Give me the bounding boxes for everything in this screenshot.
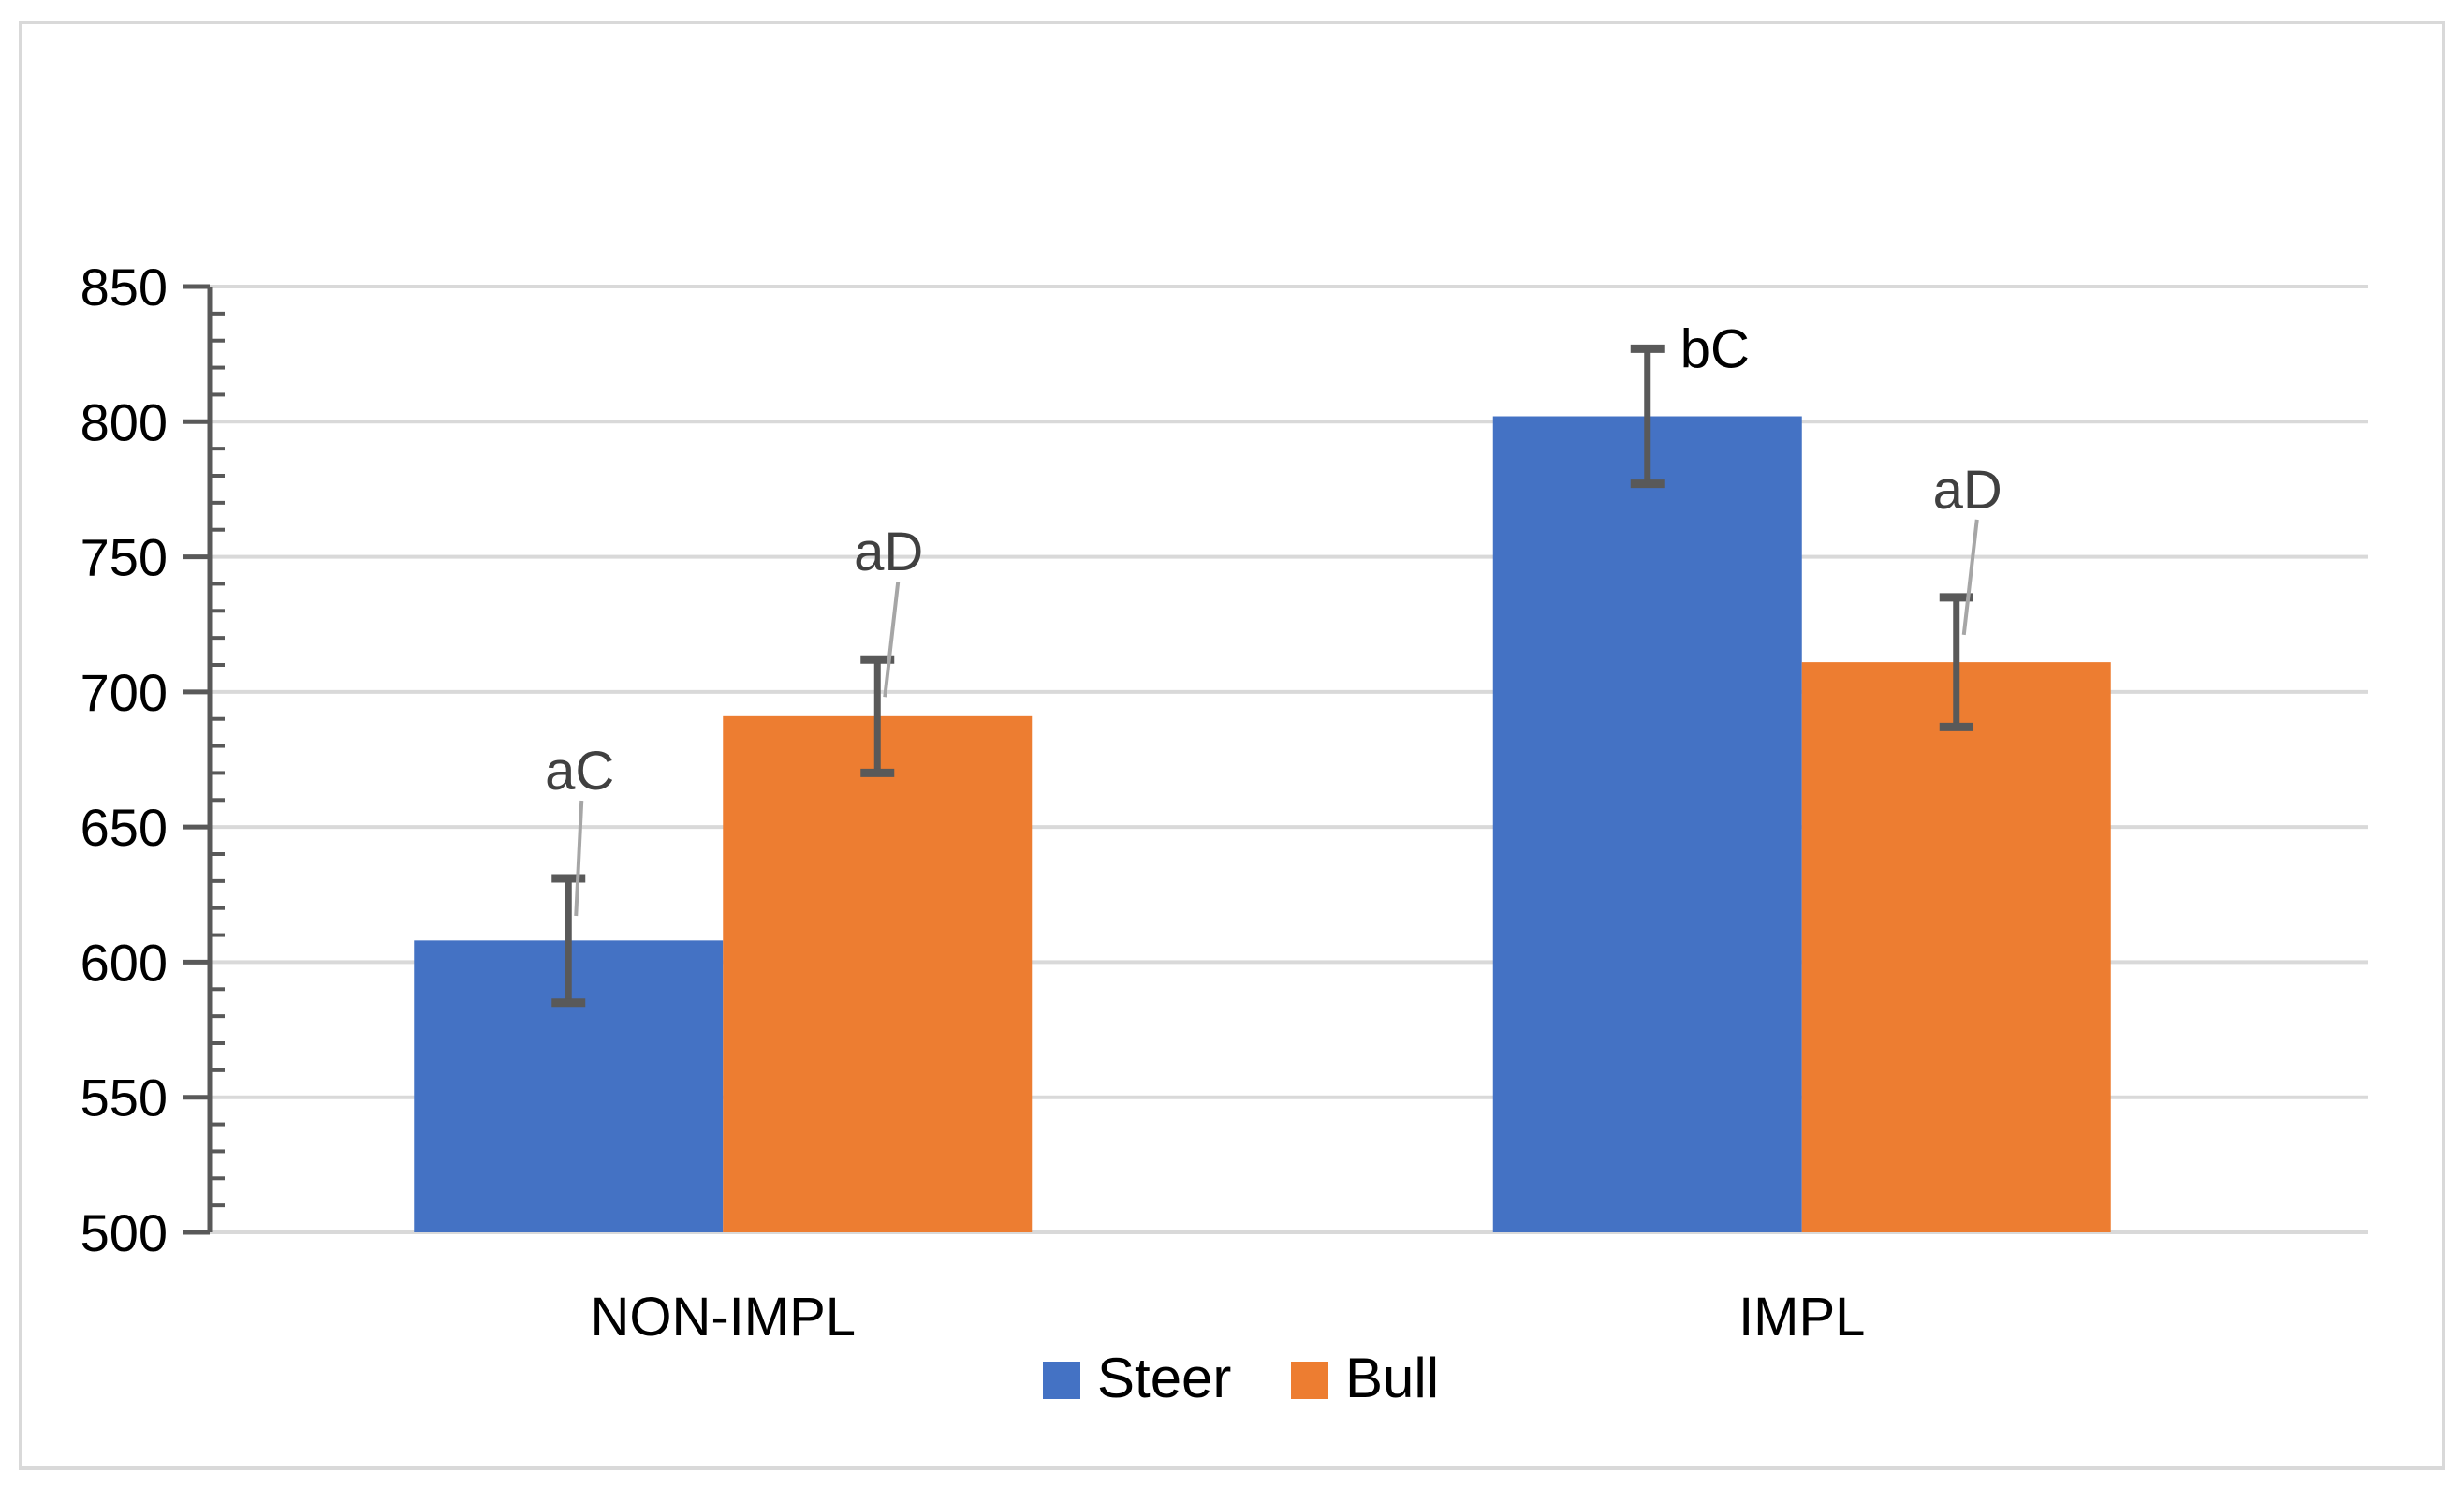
data-label-steer-impl: bC <box>1680 318 1750 379</box>
legend-swatch-steer <box>1043 1362 1080 1399</box>
label-leader-line <box>1961 519 1979 636</box>
y-tick-label-700: 700 <box>81 663 168 722</box>
legend: Steer Bull <box>1043 1347 1439 1409</box>
bar-chart: 500 550 600 650 700 750 800 850 aC aD bC aD NON-IM… <box>81 258 2368 1409</box>
category-labels: NON-IMPL IMPL <box>590 1287 1865 1348</box>
label-leader-line <box>883 582 901 698</box>
data-label-bull-non-impl: aD <box>854 522 923 582</box>
legend-label-bull: Bull <box>1345 1347 1439 1409</box>
legend-label-steer: Steer <box>1097 1347 1231 1409</box>
y-tick-label-600: 600 <box>81 933 168 992</box>
error-bars <box>551 344 1973 1008</box>
bars <box>414 416 2111 1232</box>
bar-bull-non-impl <box>723 715 1033 1232</box>
bar-bull-impl <box>1801 662 2111 1232</box>
bar-steer-impl <box>1492 416 1802 1232</box>
y-tick-label-750: 750 <box>81 528 168 587</box>
y-axis: 500 550 600 650 700 750 800 850 <box>81 258 225 1262</box>
label-leader-line <box>574 800 584 917</box>
category-label-non-impl: NON-IMPL <box>590 1287 856 1348</box>
data-label-bull-impl: aD <box>1933 460 2002 521</box>
y-tick-label-850: 850 <box>81 258 168 317</box>
y-tick-label-650: 650 <box>81 798 168 857</box>
data-label-steer-non-impl: aC <box>545 741 614 802</box>
chart-frame: 500 550 600 650 700 750 800 850 aC aD bC aD NON-IM… <box>19 21 2445 1470</box>
y-tick-label-500: 500 <box>81 1203 168 1262</box>
data-labels: aC aD bC aD <box>545 318 2002 917</box>
legend-swatch-bull <box>1291 1362 1328 1399</box>
category-label-impl: IMPL <box>1738 1287 1865 1348</box>
y-tick-label-800: 800 <box>81 392 168 451</box>
y-tick-label-550: 550 <box>81 1068 168 1127</box>
